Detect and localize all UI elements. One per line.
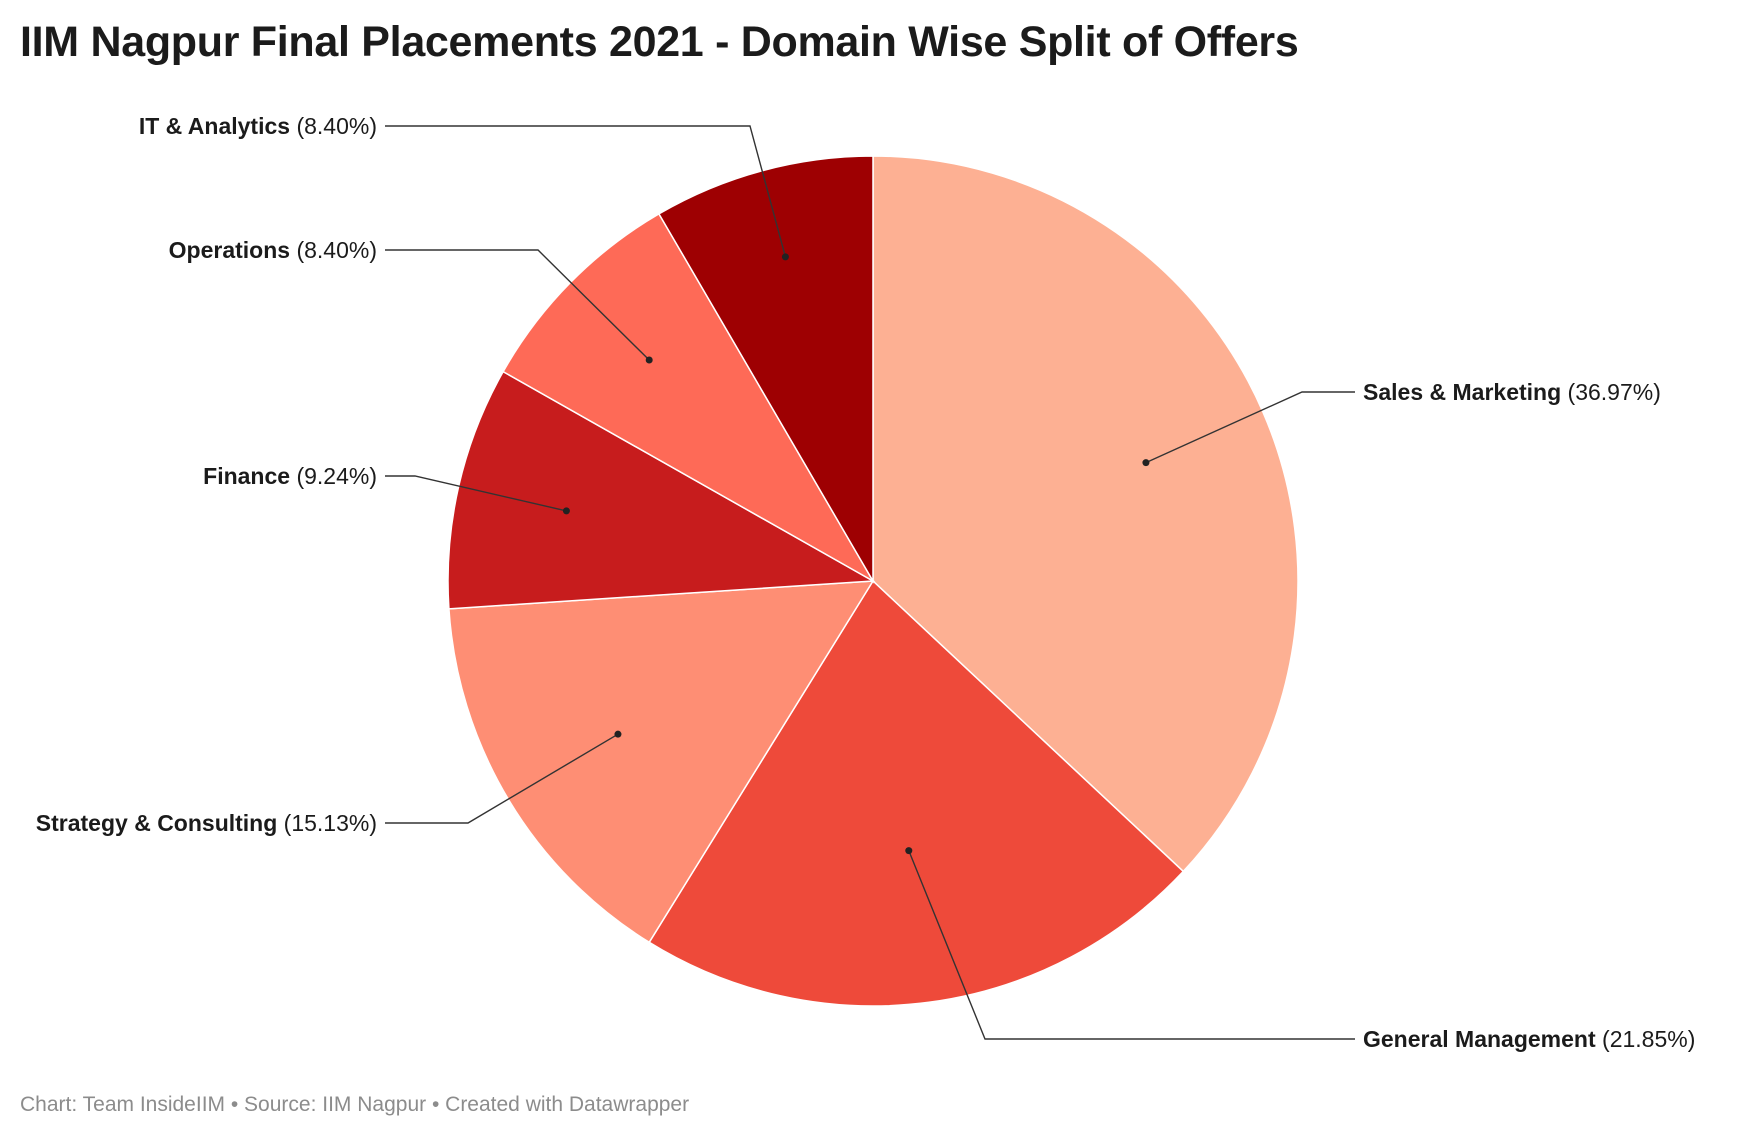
leader-dot-it-and-analytics <box>781 253 789 261</box>
leader-line-finance <box>385 475 567 512</box>
slice-label-name: Strategy & Consulting <box>36 810 278 836</box>
leader-dot-finance <box>562 507 570 515</box>
pie-slice-general-management <box>648 579 1185 1007</box>
slice-label-value: (9.24%) <box>290 463 377 489</box>
leader-line-strategy-and-consulting <box>385 733 619 824</box>
slice-label-value: (36.97%) <box>1561 379 1661 405</box>
slice-label-name: Sales & Marketing <box>1363 379 1561 405</box>
slice-label-finance: Finance (9.24%) <box>203 463 377 489</box>
leader-line-operations <box>385 249 650 361</box>
chart-title: IIM Nagpur Final Placements 2021 - Domai… <box>20 18 1299 66</box>
leader-dot-strategy-and-consulting <box>614 730 622 738</box>
slice-label-name: Finance <box>203 463 290 489</box>
pie-slices <box>447 155 1299 1007</box>
slice-label-name: IT & Analytics <box>139 113 290 139</box>
slice-label-value: (15.13%) <box>277 810 377 836</box>
leader-lines <box>385 125 1355 1040</box>
slice-label-value: (21.85%) <box>1596 1026 1696 1052</box>
slice-label-sales-and-marketing: Sales & Marketing (36.97%) <box>1363 379 1661 405</box>
leader-line-general-management <box>908 850 1355 1040</box>
leader-line-it-and-analytics <box>385 125 787 258</box>
slice-label-value: (8.40%) <box>290 113 377 139</box>
leader-line-sales-and-marketing <box>1145 391 1355 464</box>
leader-dot-sales-and-marketing <box>1142 459 1150 467</box>
slice-labels: Sales & Marketing (36.97%) General Manage… <box>36 113 1696 1052</box>
slice-label-name: General Management <box>1363 1026 1596 1052</box>
leader-dot-general-management <box>905 847 913 855</box>
leader-dot-operations <box>645 356 653 364</box>
slice-label-operations: Operations (8.40%) <box>169 237 377 263</box>
chart-footer: Chart: Team InsideIIM • Source: IIM Nagp… <box>20 1093 690 1116</box>
slice-label-value: (8.40%) <box>290 237 377 263</box>
slice-label-it-and-analytics: IT & Analytics (8.40%) <box>139 113 377 139</box>
slice-label-strategy-and-consulting: Strategy & Consulting (15.13%) <box>36 810 377 836</box>
slice-label-name: Operations <box>169 237 290 263</box>
pie-slice-strategy-and-consulting <box>448 580 875 944</box>
slice-label-general-management: General Management (21.85%) <box>1363 1026 1695 1052</box>
pie-slice-sales-and-marketing <box>872 155 1299 873</box>
